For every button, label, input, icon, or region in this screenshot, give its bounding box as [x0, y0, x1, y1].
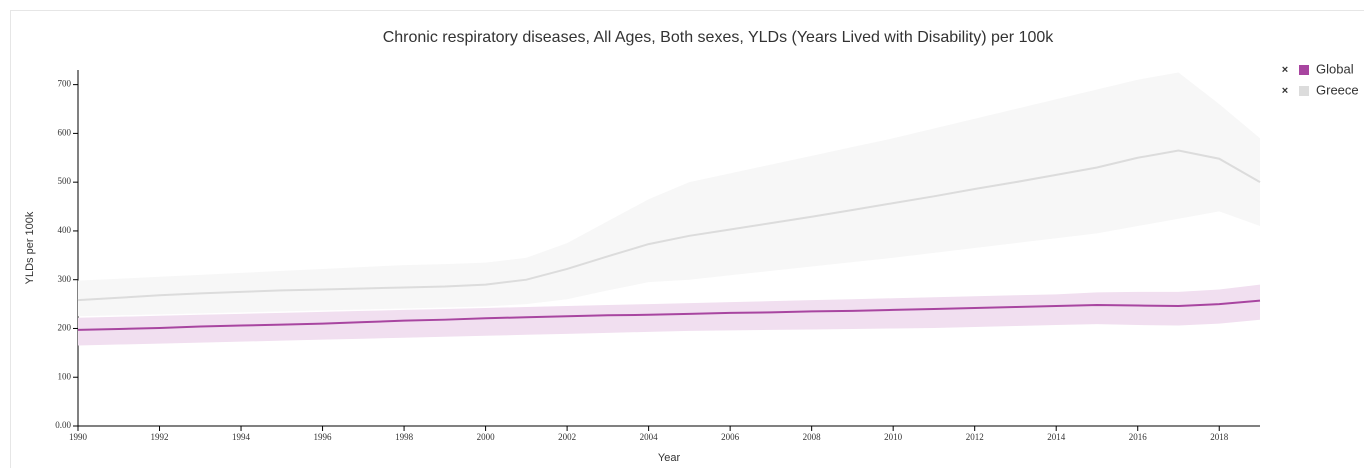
x-tick-label: 2008: [803, 432, 822, 442]
y-tick-label: 700: [58, 79, 72, 89]
x-tick-label: 2006: [721, 432, 740, 442]
x-tick-label: 2018: [1210, 432, 1229, 442]
y-tick-label: 0.00: [55, 420, 71, 430]
y-axis-title: YLDs per 100k: [24, 211, 36, 284]
x-tick-label: 1996: [314, 432, 333, 442]
legend-swatch: [1299, 65, 1309, 75]
y-tick-label: 200: [58, 323, 72, 333]
legend-swatch: [1299, 86, 1309, 96]
frame: [10, 10, 1364, 468]
x-tick-label: 2010: [884, 432, 903, 442]
x-tick-label: 2002: [558, 432, 576, 442]
series-line: [77, 299, 1261, 331]
legend-label: Greece: [1316, 82, 1359, 97]
x-tick-label: 2000: [477, 432, 496, 442]
y-tick-label: 100: [58, 371, 72, 381]
x-tick-label: 2012: [966, 432, 984, 442]
uncertainty-band: [78, 72, 1260, 317]
x-tick-label: 1990: [69, 432, 88, 442]
x-tick-label: 2016: [1129, 432, 1148, 442]
legend-remove-icon: ×: [1282, 85, 1288, 97]
chart-title: Chronic respiratory diseases, All Ages, …: [383, 29, 1055, 46]
x-tick-label: 1998: [395, 432, 414, 442]
legend-remove-icon: ×: [1282, 64, 1288, 76]
x-tick-label: 2014: [1047, 432, 1066, 442]
x-axis-title: Year: [658, 452, 681, 464]
legend-label: Global: [1316, 61, 1354, 76]
x-tick-label: 2004: [640, 432, 659, 442]
x-tick-label: 1992: [151, 432, 169, 442]
y-tick-label: 400: [58, 225, 72, 235]
y-tick-label: 600: [58, 127, 72, 137]
series-line: [77, 149, 1261, 302]
x-tick-label: 1994: [232, 432, 251, 442]
y-tick-label: 500: [58, 176, 72, 186]
y-tick-label: 300: [58, 274, 72, 284]
